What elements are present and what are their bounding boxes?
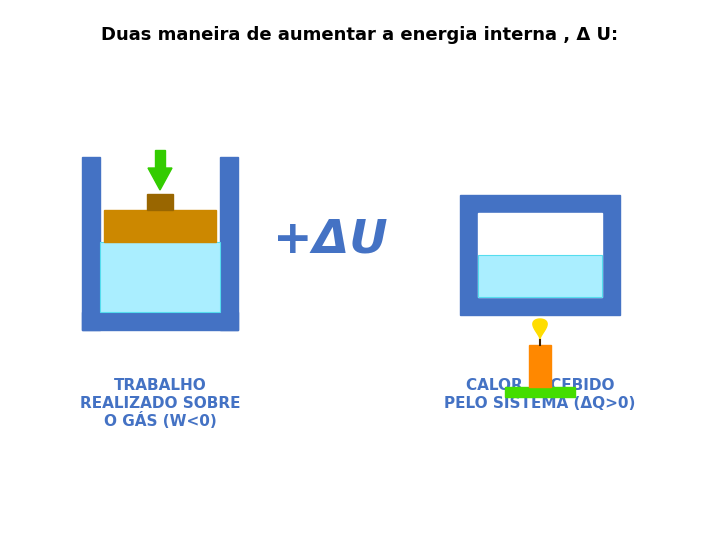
Bar <box>147 194 173 210</box>
Text: O GÁS (W<0): O GÁS (W<0) <box>104 413 217 429</box>
Bar <box>155 150 165 168</box>
Bar <box>104 210 216 242</box>
Bar <box>82 312 238 330</box>
Bar <box>478 255 602 297</box>
Text: +ΔU: +ΔU <box>273 218 387 262</box>
Text: CALOR RECEBIDO: CALOR RECEBIDO <box>466 377 614 393</box>
Text: Duas maneira de aumentar a energia interna , Δ U:: Duas maneira de aumentar a energia inter… <box>102 26 618 44</box>
Text: REALIZADO SOBRE: REALIZADO SOBRE <box>80 395 240 410</box>
Bar <box>82 157 100 330</box>
Bar <box>100 242 220 312</box>
Bar <box>220 157 238 330</box>
Text: TRABALHO: TRABALHO <box>114 377 207 393</box>
Bar <box>100 242 220 312</box>
Text: PELO SISTEMA (ΔQ>0): PELO SISTEMA (ΔQ>0) <box>444 395 636 410</box>
Bar <box>478 255 602 297</box>
Polygon shape <box>533 319 547 339</box>
Bar <box>529 345 551 387</box>
Bar <box>460 195 620 315</box>
Bar <box>505 387 575 397</box>
Polygon shape <box>148 168 172 190</box>
Bar <box>478 213 602 297</box>
